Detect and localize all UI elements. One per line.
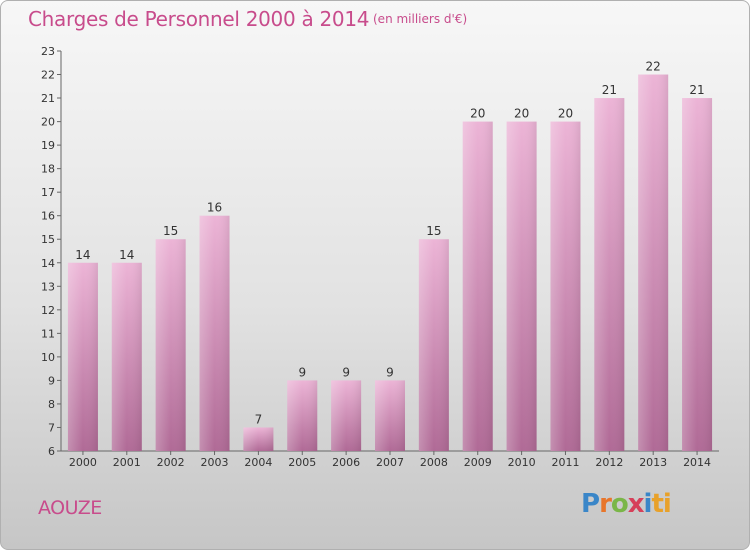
bar-shading — [594, 98, 625, 451]
bar-value-label: 21 — [689, 83, 704, 97]
logo-letter: x — [627, 489, 645, 519]
x-tick-label: 2009 — [464, 456, 492, 469]
y-tick-label: 6 — [48, 445, 55, 458]
bar-value-label: 21 — [602, 83, 617, 97]
x-tick-label: 2002 — [157, 456, 185, 469]
y-tick-label: 13 — [41, 280, 55, 293]
y-tick-label: 22 — [41, 69, 55, 82]
x-tick-label: 2012 — [595, 456, 623, 469]
bar-shading — [67, 262, 98, 451]
x-tick-label: 2014 — [683, 456, 711, 469]
x-tick-label: 2007 — [376, 456, 404, 469]
bar-value-label: 15 — [163, 224, 178, 238]
logo-letter: ti — [651, 489, 671, 519]
bar-value-label: 14 — [119, 248, 134, 262]
bar-shading — [682, 98, 713, 451]
logo-letter: r — [599, 489, 612, 519]
bar-shading — [462, 121, 493, 452]
bar-value-label: 14 — [75, 248, 90, 262]
x-tick-label: 2003 — [201, 456, 229, 469]
bar-shading — [155, 239, 186, 451]
logo-letter: o — [610, 489, 629, 519]
bar-shading — [638, 74, 669, 451]
x-tick-label: 2000 — [69, 456, 97, 469]
bar-shading — [287, 380, 318, 451]
x-tick-label: 2004 — [244, 456, 272, 469]
y-tick-label: 7 — [48, 421, 55, 434]
bar-value-label: 9 — [342, 365, 350, 379]
y-tick-label: 8 — [48, 398, 55, 411]
chart-subtitle: (en milliers d'€) — [373, 12, 468, 26]
x-tick-label: 2011 — [551, 456, 579, 469]
logo-letter: P — [581, 489, 600, 519]
bar-value-label: 20 — [558, 107, 573, 121]
y-tick-label: 12 — [41, 304, 55, 317]
x-tick-label: 2006 — [332, 456, 360, 469]
x-tick-label: 2001 — [113, 456, 141, 469]
x-tick-label: 2010 — [508, 456, 536, 469]
bar-shading — [199, 215, 230, 451]
bar-shading — [506, 121, 537, 452]
y-tick-label: 23 — [41, 45, 55, 58]
bar-shading — [331, 380, 362, 451]
y-tick-label: 18 — [41, 163, 55, 176]
y-tick-label: 21 — [41, 92, 55, 105]
x-tick-label: 2005 — [288, 456, 316, 469]
proxiti-logo: Proxiti — [581, 489, 672, 519]
bar-shading — [243, 427, 274, 451]
bar-shading — [111, 262, 142, 451]
y-tick-label: 14 — [41, 257, 55, 270]
bar-value-label: 15 — [426, 224, 441, 238]
y-tick-label: 19 — [41, 139, 55, 152]
chart-title: Charges de Personnel 2000 à 2014 — [28, 7, 370, 31]
bar-shading — [375, 380, 405, 451]
bar-value-label: 20 — [514, 107, 529, 121]
y-tick-label: 11 — [41, 327, 55, 340]
bar-value-label: 7 — [255, 412, 263, 426]
logo-letter: i — [643, 489, 653, 519]
bar-value-label: 16 — [207, 201, 222, 215]
y-tick-label: 15 — [41, 233, 55, 246]
y-tick-label: 16 — [41, 210, 55, 223]
bar-shading — [418, 239, 449, 451]
y-tick-label: 17 — [41, 186, 55, 199]
y-tick-label: 20 — [41, 116, 55, 129]
y-tick-label: 9 — [48, 374, 55, 387]
x-tick-label: 2013 — [639, 456, 667, 469]
bar-shading — [550, 121, 581, 452]
x-tick-label: 2008 — [420, 456, 448, 469]
bar-value-label: 20 — [470, 107, 485, 121]
bar-value-label: 22 — [646, 60, 661, 74]
y-tick-label: 10 — [41, 351, 55, 364]
town-name: AOUZE — [38, 497, 102, 519]
bar-value-label: 9 — [298, 365, 306, 379]
bar-value-label: 9 — [386, 365, 394, 379]
